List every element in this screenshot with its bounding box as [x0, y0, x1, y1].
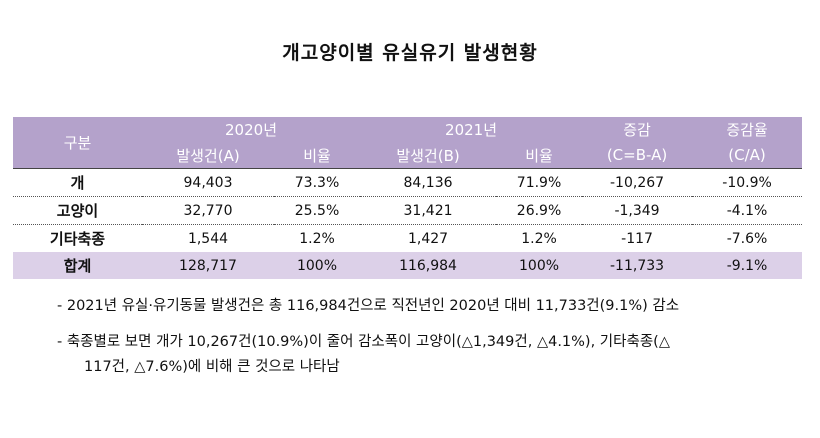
stats-table: 구분 2020년 2021년 증감 증감율 발생건(A) 비율 발생건(B) 비… — [13, 117, 803, 279]
header-change-formula: (C=B-A) — [582, 142, 693, 169]
table-subheader-row: 발생건(A) 비율 발생건(B) 비율 (C=B-A) (C/A) — [13, 142, 803, 169]
notes-section: - 2021년 유실·유기동물 발생건은 총 116,984건으로 직전년인 2… — [57, 294, 817, 391]
cell-change: -10,267 — [582, 168, 693, 197]
table-row: 개 94,403 73.3% 84,136 71.9% -10,267 -10.… — [13, 168, 803, 197]
cell-count-2021: 116,984 — [360, 252, 497, 279]
cell-count-2020: 128,717 — [142, 252, 274, 279]
header-change: 증감 — [582, 117, 693, 142]
cell-ratio-2021: 100% — [496, 252, 583, 279]
note-summary: - 2021년 유실·유기동물 발생건은 총 116,984건으로 직전년인 2… — [57, 298, 680, 314]
cell-ratio-2021: 71.9% — [496, 168, 583, 197]
table-total-row: 합계 128,717 100% 116,984 100% -11,733 -9.… — [13, 252, 803, 279]
header-count-2021: 발생건(B) — [360, 142, 497, 169]
cell-change-rate: -7.6% — [726, 230, 768, 247]
header-change-rate-formula: (C/A) — [692, 142, 803, 169]
cell-change-rate: -4.1% — [692, 196, 803, 225]
cell-ratio-2020: 25.5% — [274, 196, 361, 225]
cell-change: -117 — [621, 230, 653, 247]
cell-ratio-2020: 100% — [274, 252, 361, 279]
cell-count-2021: 1,427 — [407, 230, 449, 247]
note-species-line2: 117건, △7.6%)에 비해 큰 것으로 나타남 — [84, 359, 340, 375]
cell-change: -11,733 — [582, 252, 693, 279]
row-category: 기타축종 — [49, 230, 106, 248]
row-category: 개 — [13, 168, 142, 197]
cell-count-2021: 31,421 — [360, 196, 497, 225]
cell-ratio-2020: 73.3% — [274, 168, 361, 197]
header-year-2021: 2021년 — [360, 117, 583, 142]
cell-change: -1,349 — [582, 196, 693, 225]
cell-change-rate: -9.1% — [692, 252, 803, 279]
header-change-rate: 증감율 — [692, 117, 803, 142]
header-category: 구분 — [13, 117, 142, 169]
note-species-line1: - 축종별로 보면 개가 10,267건(10.9%)이 줄어 감소폭이 고양이… — [57, 334, 670, 350]
cell-ratio-2020: 1.2% — [299, 230, 335, 247]
header-ratio-2020: 비율 — [274, 142, 361, 169]
row-category: 고양이 — [13, 196, 142, 225]
table-row: 고양이 32,770 25.5% 31,421 26.9% -1,349 -4.… — [13, 196, 803, 225]
header-ratio-2021: 비율 — [496, 142, 583, 169]
cell-count-2020: 94,403 — [142, 168, 274, 197]
table-header-row: 구분 2020년 2021년 증감 증감율 — [13, 117, 803, 169]
cell-count-2020: 32,770 — [142, 196, 274, 225]
row-category: 합계 — [13, 252, 142, 279]
table-row: 기타축종 1,544 1.2% 1,427 1.2% -117 -7.6% — [13, 225, 802, 253]
cell-ratio-2021: 1.2% — [521, 230, 557, 247]
page-title: 개고양이별 유실유기 발생현황 — [282, 42, 538, 64]
header-year-2020: 2020년 — [142, 117, 361, 142]
cell-count-2020: 1,544 — [187, 230, 229, 247]
cell-count-2021: 84,136 — [360, 168, 497, 197]
header-count-2020: 발생건(A) — [142, 142, 274, 169]
cell-ratio-2021: 26.9% — [496, 196, 583, 225]
note-species: - 축종별로 보면 개가 10,267건(10.9%)이 줄어 감소폭이 고양이… — [57, 330, 817, 380]
cell-change-rate: -10.9% — [692, 168, 803, 197]
